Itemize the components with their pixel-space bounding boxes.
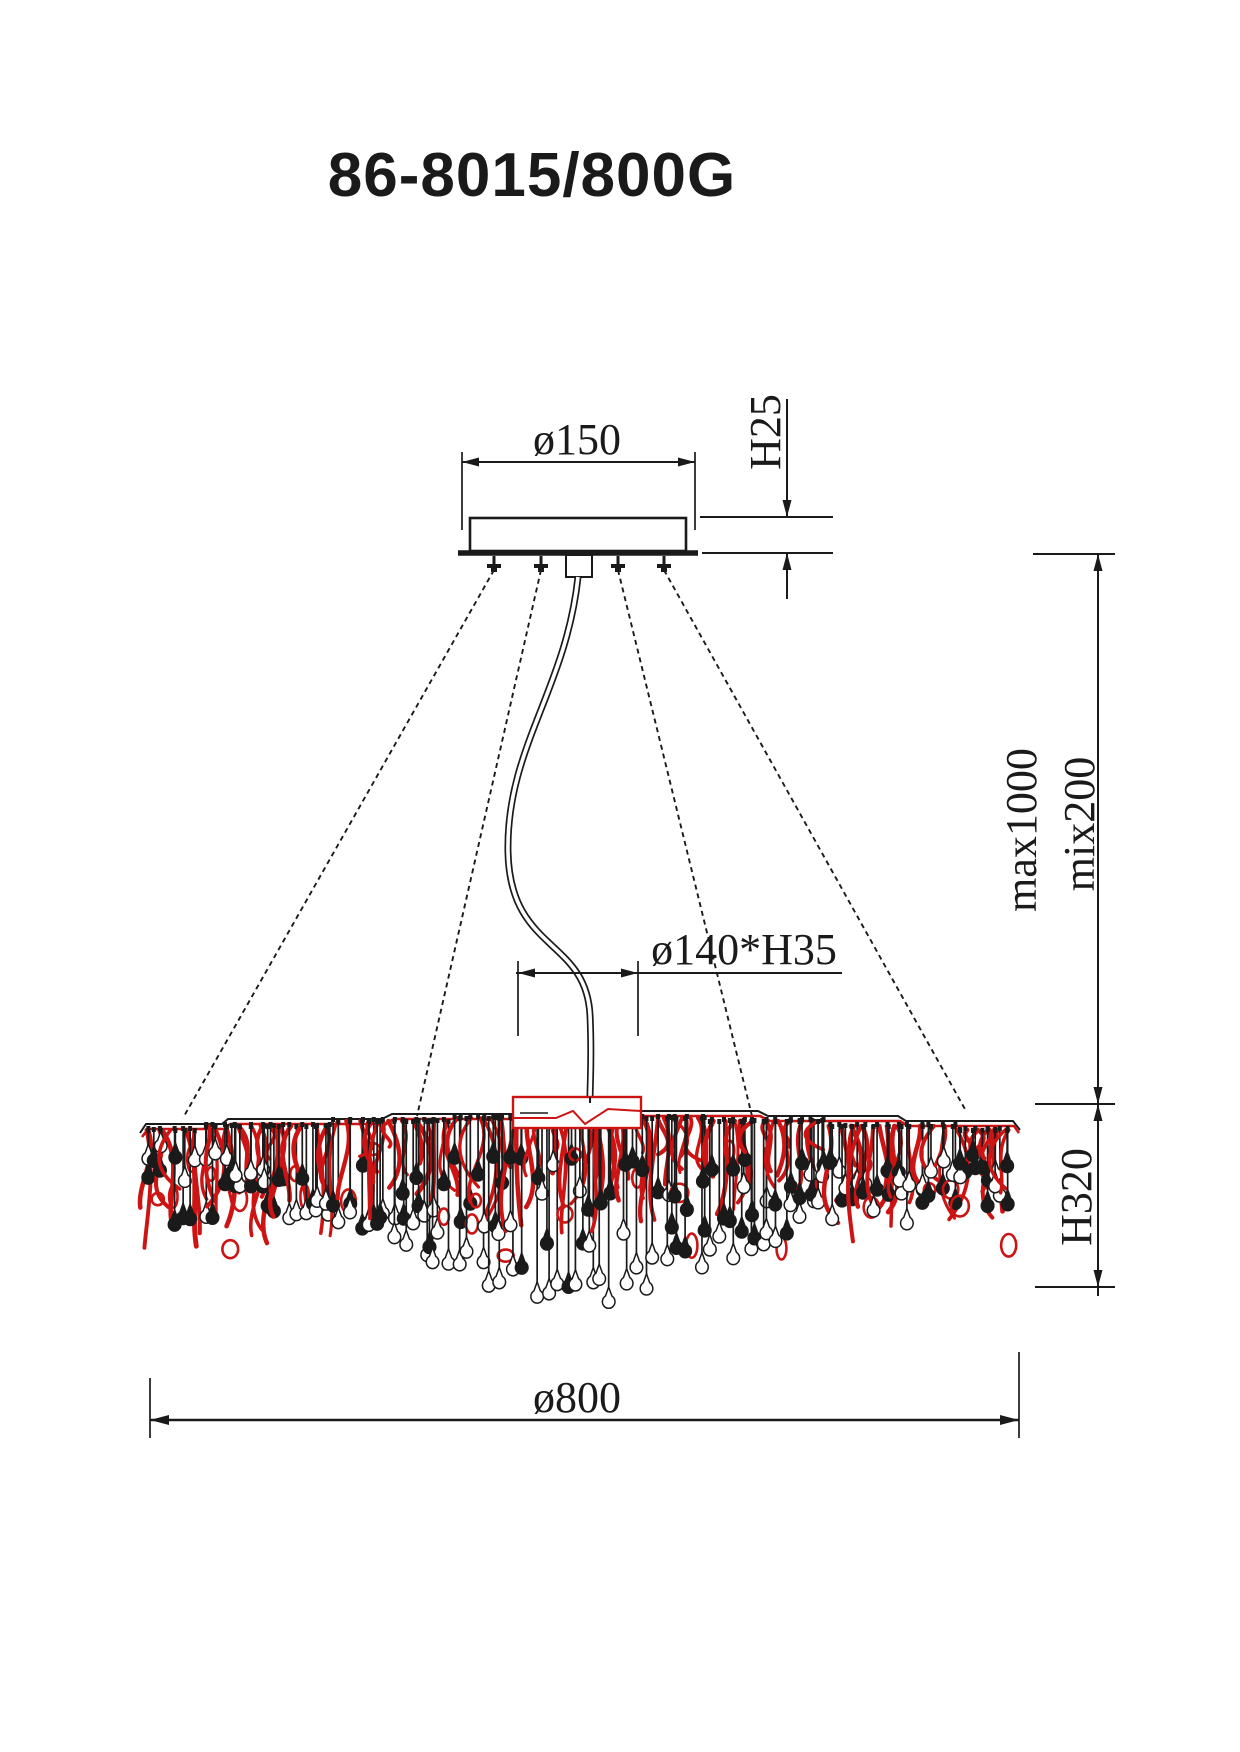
suspension-wire [416, 569, 542, 1117]
suspension-wire [663, 569, 967, 1112]
dim-label-suspension-min: mix200 [1055, 756, 1104, 892]
chandelier-fringe [137, 1114, 1018, 1309]
dim-hub-lines [516, 961, 842, 1036]
suspension-wires [182, 569, 967, 1119]
cable-gland [565, 554, 593, 578]
dim-label-body-diameter: ø800 [533, 1373, 621, 1422]
dim-suspension-and-height-lines [1033, 553, 1115, 1296]
suspension-wire [617, 569, 753, 1117]
dim-canopy-diameter-lines [461, 452, 696, 530]
dim-label-hub-size: ø140*H35 [651, 925, 837, 974]
dim-label-canopy-height: H25 [741, 394, 790, 470]
dim-label-suspension-max: max1000 [997, 748, 1046, 912]
suspension-wire [182, 569, 495, 1119]
canopy [458, 516, 698, 578]
dim-label-canopy-diameter: ø150 [533, 415, 621, 464]
chandelier-hub [511, 1095, 643, 1130]
dim-canopy-height-lines [700, 399, 833, 599]
model-number-title: 86-8015/800G [327, 141, 737, 210]
dim-label-body-height: H320 [1052, 1148, 1101, 1246]
power-cable [504, 576, 595, 1101]
dim-body-diameter-lines [149, 1352, 1020, 1438]
